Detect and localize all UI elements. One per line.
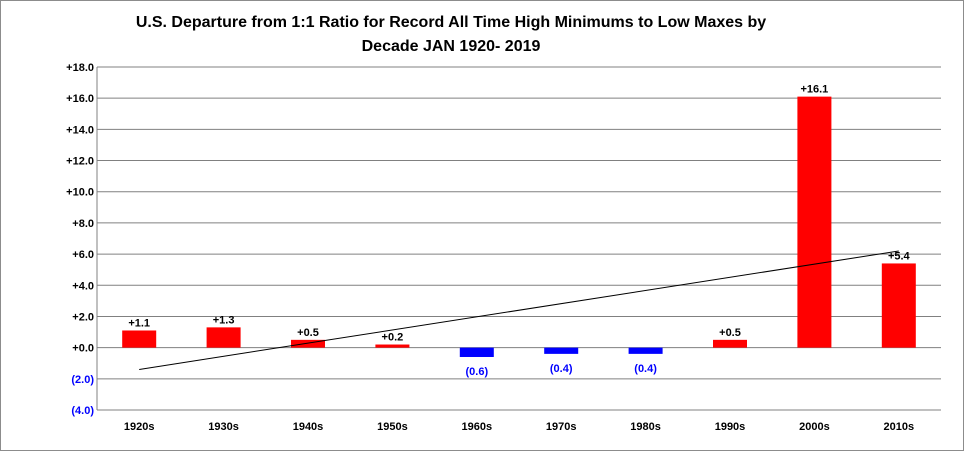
bar	[206, 327, 241, 348]
y-tick-label: +10.0	[66, 187, 94, 199]
y-tick-label: +14.0	[66, 124, 94, 136]
x-tick-label: 1940s	[293, 421, 324, 433]
data-label: +5.4	[888, 250, 911, 262]
bar	[459, 347, 494, 357]
x-tick-label: 2010s	[884, 421, 915, 433]
y-tick-label: +2.0	[72, 311, 94, 323]
y-tick-label: +0.0	[72, 343, 94, 355]
chart-title-line1: U.S. Departure from 1:1 Ratio for Record…	[135, 14, 767, 31]
data-label: +0.5	[297, 327, 319, 339]
data-label: (0.6)	[465, 366, 488, 378]
bar	[291, 339, 325, 348]
y-tick-label: (4.0)	[71, 405, 94, 417]
bar	[797, 96, 832, 348]
x-tick-label: 2000s	[799, 421, 830, 433]
y-tick-label: +18.0	[66, 62, 94, 74]
y-tick-label: (2.0)	[71, 374, 94, 386]
x-tick-label: 1960s	[462, 421, 493, 433]
x-tick-label: 1930s	[208, 421, 239, 433]
bar	[122, 330, 157, 348]
chart-title: U.S. Departure from 1:1 Ratio for Record…	[1, 11, 901, 59]
bar	[628, 347, 663, 354]
data-label: +16.1	[800, 84, 828, 96]
bar	[881, 263, 916, 348]
x-tick-label: 1920s	[124, 421, 155, 433]
chart-title-line2: Decade JAN 1920- 2019	[361, 38, 541, 55]
x-tick-label: 1990s	[715, 421, 746, 433]
data-label: +0.2	[382, 332, 404, 344]
data-label: (0.4)	[634, 363, 657, 375]
x-tick-label: 1970s	[546, 421, 577, 433]
bar	[713, 339, 747, 348]
y-tick-label: +16.0	[66, 93, 94, 105]
data-label: +1.3	[213, 314, 235, 326]
x-tick-label: 1980s	[630, 421, 661, 433]
data-label: (0.4)	[550, 363, 573, 375]
y-tick-label: +8.0	[72, 218, 94, 230]
bar	[544, 347, 579, 354]
y-tick-label: +12.0	[66, 156, 94, 168]
trendline	[139, 250, 899, 370]
bar	[375, 344, 410, 348]
y-tick-label: +4.0	[72, 280, 94, 292]
data-label: +0.5	[719, 327, 741, 339]
x-tick-label: 1950s	[377, 421, 408, 433]
y-tick-label: +6.0	[72, 249, 94, 261]
data-label: +1.1	[128, 317, 150, 329]
